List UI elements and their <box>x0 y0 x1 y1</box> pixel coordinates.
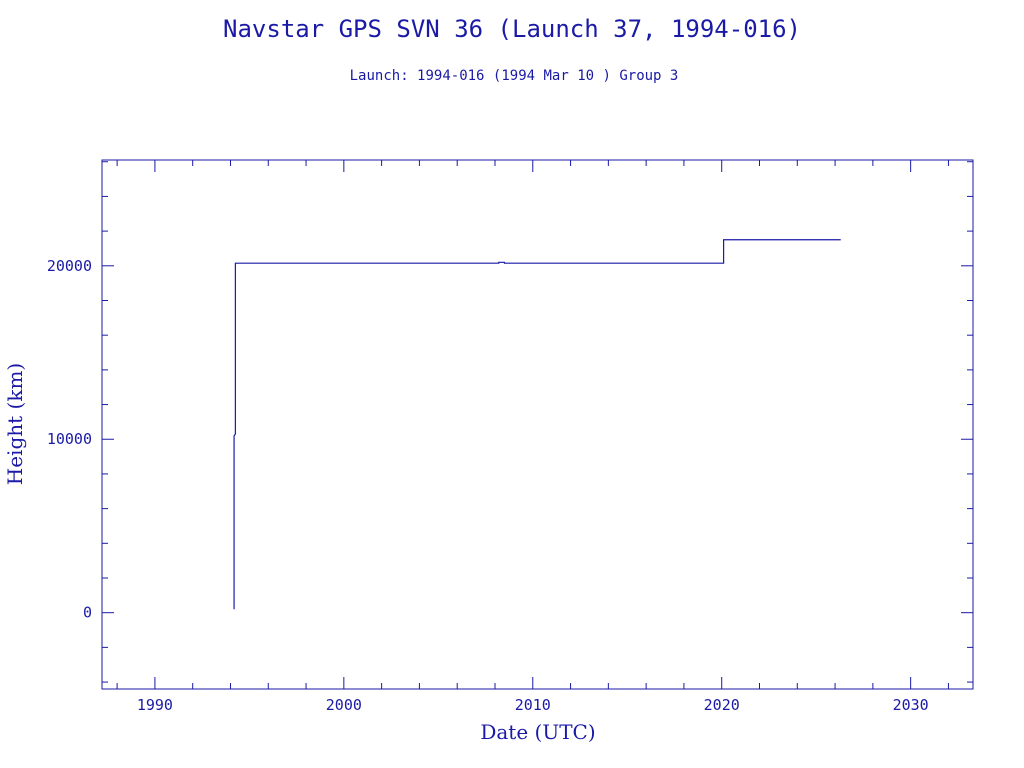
x-tick-label: 2020 <box>704 696 740 714</box>
tick-marks <box>102 160 973 689</box>
chart-title: Navstar GPS SVN 36 (Launch 37, 1994-016) <box>223 15 801 43</box>
x-tick-labels: 1990 2000 2010 2020 2030 <box>137 696 929 714</box>
height-series-line <box>233 239 841 610</box>
x-tick-label: 2000 <box>326 696 362 714</box>
y-tick-label: 20000 <box>47 257 92 275</box>
y-tick-labels: 0 10000 20000 <box>47 257 92 622</box>
y-tick-label: 10000 <box>47 430 92 448</box>
y-tick-label: 0 <box>83 604 92 622</box>
x-tick-label: 2010 <box>515 696 551 714</box>
y-axis-label: Height (km) <box>3 363 27 485</box>
plot-frame <box>101 159 974 690</box>
x-tick-label: 1990 <box>137 696 173 714</box>
chart-subtitle: Launch: 1994-016 (1994 Mar 10 ) Group 3 <box>350 68 679 84</box>
x-axis-label: Date (UTC) <box>480 720 595 744</box>
x-tick-label: 2030 <box>893 696 929 714</box>
